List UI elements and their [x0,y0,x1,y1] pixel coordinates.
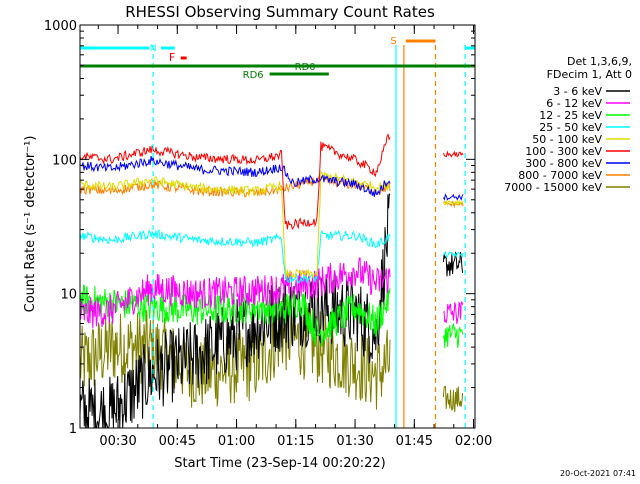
y-tick-label: 1000 [44,19,77,34]
x-tick-label: 01:15 [277,434,314,449]
marker-label-rd6: RD6 [243,70,264,81]
x-tick-label: 01:45 [396,434,433,449]
plot-frame [79,24,476,429]
series-line-late [442,193,464,201]
series-line-late [443,300,464,324]
footer-date: 20-Oct-2021 07:41 [560,469,636,478]
legend-label: 12 - 25 keV [539,109,602,122]
y-axis-label: Count Rate (s⁻¹ detector⁻¹) [23,136,38,313]
legend-label: 50 - 100 keV [532,133,602,146]
axes-layer: 1 10 100 1000 00:30 00:45 01:00 01:15 01:30 01:45… [44,19,492,449]
series-line-late [442,150,464,158]
series-line [79,133,391,231]
legend-label: 7000 - 15000 keV [504,181,602,194]
legend-label: 300 - 800 keV [525,157,602,170]
x-tick-label: 01:00 [218,434,255,449]
marker-label-night: N [150,44,157,54]
series-line [79,156,391,197]
y-tick-label: 10 [60,288,77,303]
y-tick-label: 100 [52,153,77,168]
series-line-late [442,198,464,207]
x-axis-label: Start Time (23-Sep-14 00:20:22) [174,456,385,471]
series-line [79,228,391,284]
legend-label: 6 - 12 keV [546,97,602,110]
series-line [79,284,391,347]
series-line-late [442,385,464,413]
series-line [79,192,391,429]
marker-label-rd0: RD0 [295,62,316,73]
legend-header: FDecim 1, Att 0 [547,68,632,81]
legend-label: 100 - 300 keV [525,145,602,158]
chart-title: RHESSI Observing Summary Count Rates [125,3,435,21]
y-tick-label: 1 [69,422,77,437]
x-tick-label: 00:30 [99,434,136,449]
series-line [79,171,391,279]
legend-label: 25 - 50 keV [539,121,602,134]
series-line-late [442,250,464,259]
plot-layer: N F RD0 RD6 S [79,36,475,429]
marker-label-saa: S [390,36,396,47]
series-line-late [442,251,464,277]
x-tick-label: 01:30 [336,434,373,449]
x-tick-label: 00:45 [159,434,196,449]
x-tick-label: 02:00 [455,434,492,449]
series-line-late [442,322,464,349]
series-line [79,299,391,410]
legend-header: Det 1,3,6,9, [567,55,632,68]
legend-label: 800 - 7000 keV [518,169,602,182]
series-line [79,257,391,329]
marker-label-flare: F [169,51,175,64]
legend-label: 3 - 6 keV [553,85,602,98]
